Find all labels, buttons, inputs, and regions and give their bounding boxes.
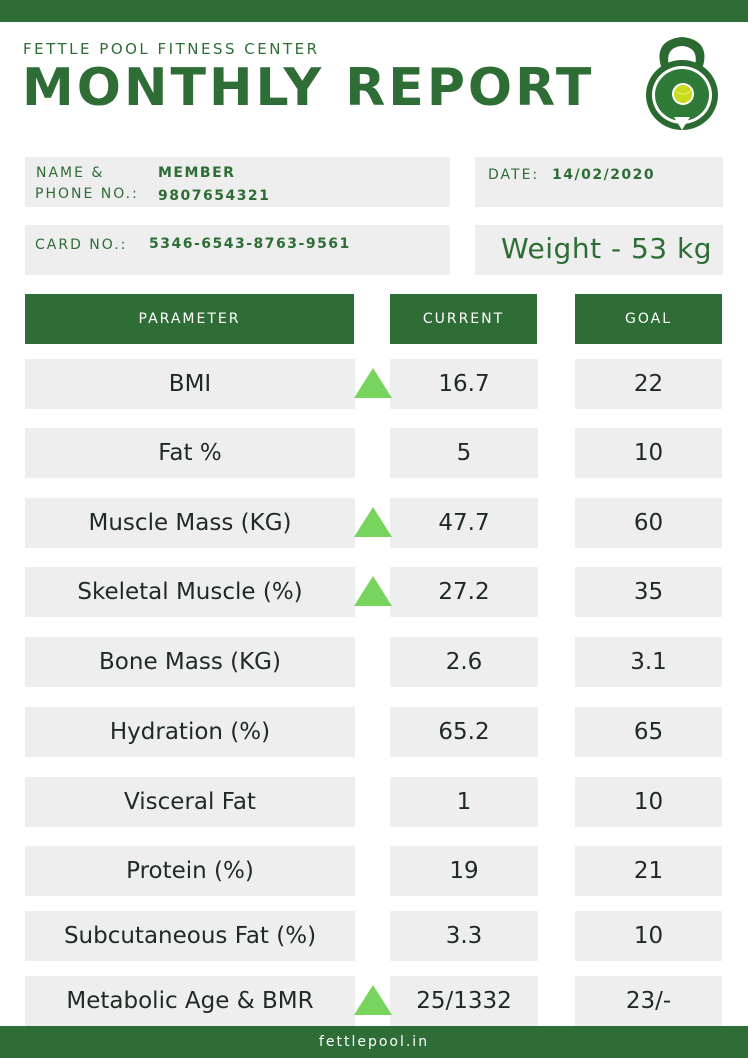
goal-cell: 10	[575, 777, 722, 827]
header-goal: GOAL	[575, 294, 722, 344]
weight-box: Weight - 53 kg	[475, 225, 723, 275]
goal-cell: 21	[575, 846, 722, 896]
goal-cell: 10	[575, 911, 722, 961]
parameter-cell: Skeletal Muscle (%)	[25, 567, 355, 617]
current-cell: 47.7	[390, 498, 538, 548]
goal-cell: 23/-	[575, 976, 722, 1026]
table-row: Protein (%) 19 21	[0, 846, 748, 898]
member-name: MEMBER	[158, 165, 236, 181]
current-cell: 25/1332	[390, 976, 538, 1026]
parameter-cell: Fat %	[25, 428, 355, 478]
goal-cell: 60	[575, 498, 722, 548]
header-current: CURRENT	[390, 294, 537, 344]
current-cell: 2.6	[390, 637, 538, 687]
up-arrow-icon	[354, 507, 392, 537]
current-cell: 16.7	[390, 359, 538, 409]
table-row: Skeletal Muscle (%) 27.2 35	[0, 567, 748, 619]
card-box: CARD NO.: 5346-6543-8763-9561	[25, 225, 450, 275]
member-info-box: NAME & PHONE NO.: MEMBER 9807654321	[25, 157, 450, 207]
table-row: Muscle Mass (KG) 47.7 60	[0, 498, 748, 550]
table-row: Subcutaneous Fat (%) 3.3 10	[0, 911, 748, 963]
current-cell: 19	[390, 846, 538, 896]
current-cell: 1	[390, 777, 538, 827]
parameter-cell: Subcutaneous Fat (%)	[25, 911, 355, 961]
weight-value: Weight - 53 kg	[501, 232, 712, 265]
kettlebell-logo-icon	[646, 37, 718, 130]
current-cell: 65.2	[390, 707, 538, 757]
current-cell: 5	[390, 428, 538, 478]
table-row: BMI 16.7 22	[0, 359, 748, 411]
date-label: DATE:	[488, 167, 540, 183]
name-phone-label-line1: NAME &	[36, 165, 105, 181]
card-label: CARD NO.:	[35, 237, 128, 253]
parameter-cell: Hydration (%)	[25, 707, 355, 757]
current-cell: 3.3	[390, 911, 538, 961]
goal-cell: 10	[575, 428, 722, 478]
name-phone-label-line2: PHONE NO.:	[35, 186, 139, 202]
header-parameter: PARAMETER	[25, 294, 354, 344]
report-title: MONTHLY REPORT	[22, 58, 595, 118]
parameter-cell: Metabolic Age & BMR	[25, 976, 355, 1026]
goal-cell: 3.1	[575, 637, 722, 687]
goal-cell: 65	[575, 707, 722, 757]
table-row: Fat % 5 10	[0, 428, 748, 480]
footer-website-link[interactable]: fettlepool.in	[318, 1034, 430, 1050]
up-arrow-icon	[354, 985, 392, 1015]
goal-cell: 35	[575, 567, 722, 617]
top-bar	[0, 0, 748, 22]
table-row: Bone Mass (KG) 2.6 3.1	[0, 637, 748, 689]
table-row: Metabolic Age & BMR 25/1332 23/-	[0, 976, 748, 1028]
footer-bar: fettlepool.in	[0, 1026, 748, 1058]
up-arrow-icon	[354, 576, 392, 606]
center-name: FETTLE POOL FITNESS CENTER	[23, 40, 320, 58]
goal-cell: 22	[575, 359, 722, 409]
current-cell: 27.2	[390, 567, 538, 617]
parameter-cell: Visceral Fat	[25, 777, 355, 827]
parameter-cell: BMI	[25, 359, 355, 409]
table-row: Visceral Fat 1 10	[0, 777, 748, 829]
up-arrow-icon	[354, 368, 392, 398]
report-date: 14/02/2020	[552, 167, 656, 183]
date-box: DATE: 14/02/2020	[475, 157, 723, 207]
parameter-cell: Bone Mass (KG)	[25, 637, 355, 687]
card-number: 5346-6543-8763-9561	[149, 236, 351, 252]
parameter-cell: Muscle Mass (KG)	[25, 498, 355, 548]
member-phone: 9807654321	[158, 188, 271, 204]
table-row: Hydration (%) 65.2 65	[0, 707, 748, 759]
parameter-cell: Protein (%)	[25, 846, 355, 896]
